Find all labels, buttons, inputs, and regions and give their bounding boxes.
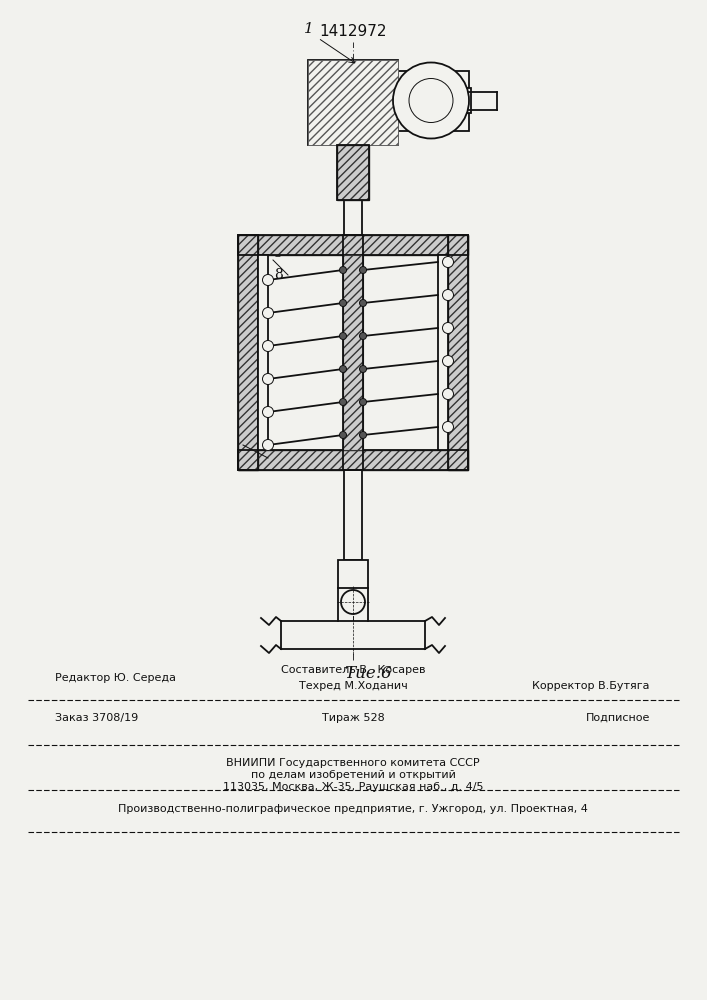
Circle shape bbox=[359, 365, 366, 372]
Circle shape bbox=[359, 332, 366, 340]
Circle shape bbox=[262, 340, 274, 352]
Circle shape bbox=[339, 432, 346, 438]
Text: Корректор В.Бутяга: Корректор В.Бутяга bbox=[532, 681, 650, 691]
Circle shape bbox=[262, 373, 274, 384]
Bar bbox=[238, 450, 468, 470]
Circle shape bbox=[339, 365, 346, 372]
Bar bbox=[238, 235, 468, 255]
Circle shape bbox=[341, 590, 365, 614]
Text: 13: 13 bbox=[245, 451, 263, 465]
Circle shape bbox=[339, 398, 346, 406]
Text: ВНИИПИ Государственного комитета СССР: ВНИИПИ Государственного комитета СССР bbox=[226, 758, 480, 768]
Circle shape bbox=[443, 422, 453, 432]
Circle shape bbox=[339, 300, 346, 306]
Circle shape bbox=[443, 356, 453, 366]
Text: 1412972: 1412972 bbox=[320, 24, 387, 39]
Text: Редактор Ю. Середа: Редактор Ю. Середа bbox=[55, 673, 176, 683]
Text: Составитель В.  Косарев: Составитель В. Косарев bbox=[281, 665, 425, 675]
Bar bbox=[343, 255, 363, 450]
Bar bbox=[308, 60, 398, 145]
Circle shape bbox=[443, 256, 453, 267]
Bar bbox=[238, 235, 258, 470]
Bar bbox=[238, 235, 468, 255]
Text: 113035, Москва, Ж-35, Раушская наб., д. 4/5: 113035, Москва, Ж-35, Раушская наб., д. … bbox=[223, 782, 484, 792]
Text: 3: 3 bbox=[274, 246, 283, 260]
Bar bbox=[258, 255, 448, 450]
Text: 1: 1 bbox=[304, 22, 314, 36]
Circle shape bbox=[262, 308, 274, 318]
Bar bbox=[338, 560, 368, 588]
Text: 8: 8 bbox=[274, 268, 283, 282]
Bar bbox=[337, 145, 369, 200]
Text: Техред М.Ходанич: Техред М.Ходанич bbox=[298, 681, 407, 691]
Text: Подписное: Подписное bbox=[585, 713, 650, 723]
Circle shape bbox=[262, 274, 274, 286]
Text: Производственно-полиграфическое предприятие, г. Ужгород, ул. Проектная, 4: Производственно-полиграфическое предприя… bbox=[118, 804, 588, 814]
Text: Τие.6: Τие.6 bbox=[344, 666, 392, 682]
Bar bbox=[238, 235, 258, 470]
Bar bbox=[438, 255, 448, 450]
Bar bbox=[308, 60, 398, 145]
Circle shape bbox=[262, 440, 274, 450]
Bar bbox=[448, 235, 468, 470]
Bar bbox=[343, 235, 363, 470]
Bar bbox=[281, 621, 425, 649]
Circle shape bbox=[359, 300, 366, 306]
Circle shape bbox=[443, 388, 453, 399]
Circle shape bbox=[443, 290, 453, 300]
Circle shape bbox=[359, 432, 366, 438]
Bar bbox=[344, 200, 362, 240]
Circle shape bbox=[443, 322, 453, 334]
Text: по делам изобретений и открытий: по делам изобретений и открытий bbox=[250, 770, 455, 780]
Circle shape bbox=[409, 79, 453, 122]
Text: Заказ 3708/19: Заказ 3708/19 bbox=[55, 713, 139, 723]
Bar bbox=[396, 88, 471, 112]
Bar bbox=[398, 70, 469, 130]
Bar bbox=[337, 145, 369, 200]
Text: Тираж 528: Тираж 528 bbox=[322, 713, 385, 723]
Bar bbox=[344, 470, 362, 560]
Bar bbox=[258, 255, 268, 450]
Circle shape bbox=[262, 406, 274, 418]
Circle shape bbox=[339, 266, 346, 273]
Bar bbox=[238, 450, 468, 470]
Circle shape bbox=[359, 398, 366, 406]
Bar bbox=[448, 235, 468, 470]
Circle shape bbox=[359, 266, 366, 273]
Circle shape bbox=[339, 332, 346, 340]
Circle shape bbox=[393, 62, 469, 138]
